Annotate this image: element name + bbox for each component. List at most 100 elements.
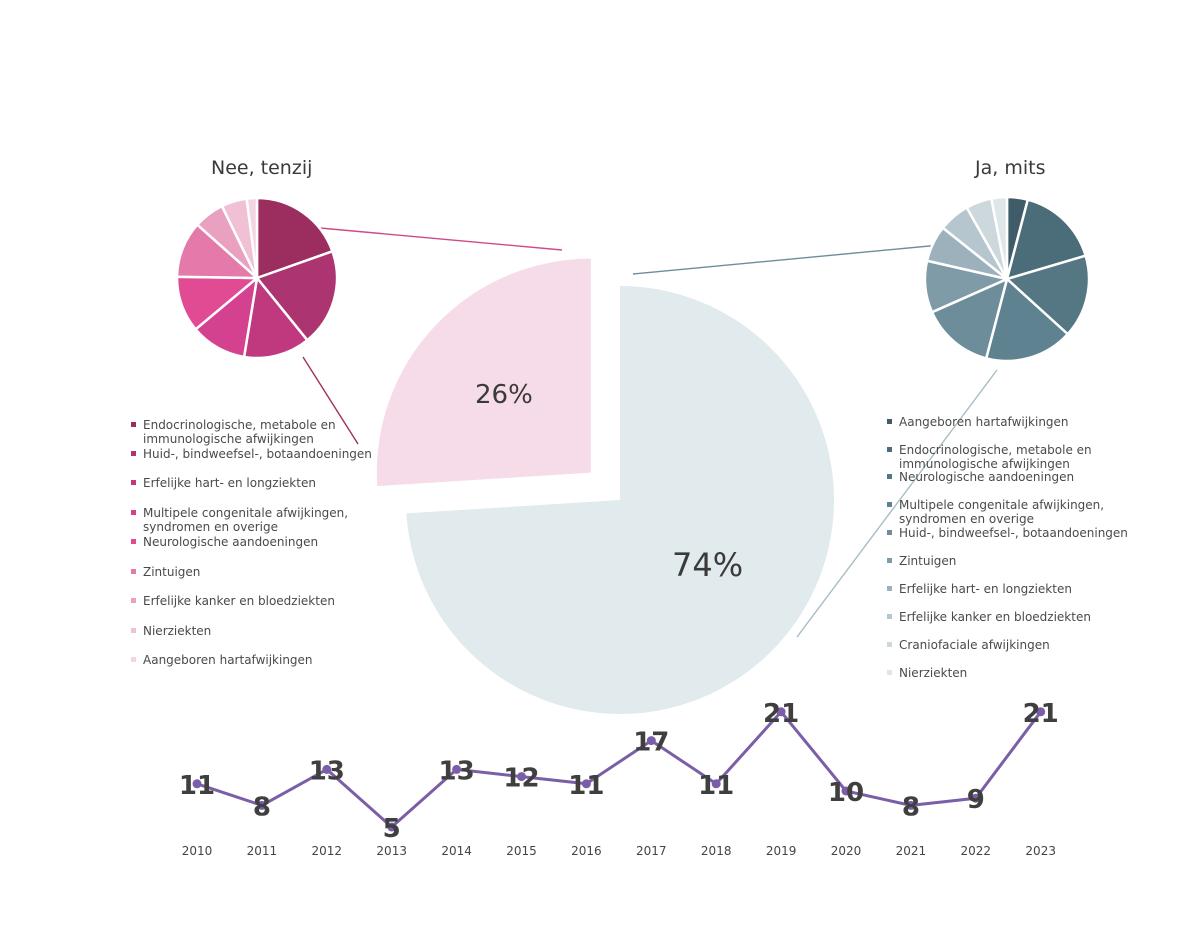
nee-tenzij-title: Nee, tenzij [211, 157, 313, 179]
line-point-2020 [841, 786, 851, 796]
ja-mits-legend-swatch [887, 419, 892, 424]
ja-mits-legend-item: Erfelijke hart- en longziekten [887, 582, 1152, 596]
nee-tenzij-pie-slice-9 [245, 196, 259, 280]
ja-mits-legend-swatch [887, 502, 892, 507]
nee-tenzij-legend-label: Zintuigen [143, 565, 201, 579]
line-point-2018 [711, 779, 721, 789]
ja-mits-legend-item: Erfelijke kanker en bloedziekten [887, 610, 1152, 624]
ja-mits-legend-swatch [887, 642, 892, 647]
line-point-2012 [322, 764, 332, 774]
x-tick-label-2011: 2011 [247, 844, 278, 858]
nee-tenzij-legend-item: Aangeboren hartafwijkingen [131, 653, 396, 667]
ja-mits-legend-label: Multipele congenitale afwijkingen, syndr… [899, 498, 1105, 526]
nee-tenzij-legend-label: Endocrinologische, metabole en immunolog… [143, 418, 336, 446]
line-point-2021 [906, 800, 916, 810]
ja-mits-legend: Aangeboren hartafwijkingen Endocrinologis… [887, 415, 1157, 685]
nee-tenzij-pie [175, 196, 339, 360]
ja-mits-legend-swatch [887, 530, 892, 535]
main-pie-slice-26 [376, 258, 591, 487]
x-tick-label-2019: 2019 [766, 844, 797, 858]
ja-mits-legend-label: Aangeboren hartafwijkingen [899, 415, 1069, 429]
line-point-2019 [776, 707, 786, 717]
connector-line-3 [632, 244, 941, 275]
nee-tenzij-legend-item: Erfelijke hart- en longziekten [131, 476, 396, 490]
line-point-2011 [257, 800, 267, 810]
ja-mits-legend-swatch [887, 558, 892, 563]
main-pie-label-74: 74% [672, 546, 744, 584]
ja-mits-legend-item: Nierziekten [887, 666, 1152, 680]
ja-mits-legend-item: Endocrinologische, metabole en immunolog… [887, 443, 1152, 471]
line-value-label-2021: 8 [902, 792, 920, 822]
nee-tenzij-legend-item: Endocrinologische, metabole en immunolog… [131, 418, 396, 446]
ja-mits-pie-slice-5 [930, 277, 1009, 360]
main-pie-slice-74 [406, 286, 834, 714]
line-value-label-2013: 5 [383, 814, 401, 844]
x-tick-label-2016: 2016 [571, 844, 602, 858]
line-point-2010 [192, 779, 202, 789]
x-tick-label-2014: 2014 [441, 844, 472, 858]
ja-mits-legend-swatch [887, 670, 892, 675]
nee-tenzij-legend-swatch [131, 657, 136, 662]
line-point-2015 [517, 772, 526, 782]
ja-mits-pie [923, 195, 1091, 363]
connector-lines [297, 225, 998, 638]
ja-mits-legend-swatch [887, 447, 892, 452]
ja-mits-legend-label: Huid-, bindweefsel-, botaandoeningen [899, 526, 1128, 540]
ja-mits-legend-swatch [887, 586, 892, 591]
line-point-2017 [646, 736, 656, 746]
ja-mits-legend-label: Zintuigen [899, 554, 957, 568]
ja-mits-pie-slice-3 [1005, 254, 1091, 336]
line-value-label-2023: 21 [1023, 699, 1059, 729]
line-value-label-2018: 11 [698, 771, 734, 801]
ja-mits-pie-slice-2 [1005, 198, 1087, 281]
ja-mits-legend-item: Craniofaciale afwijkingen [887, 638, 1152, 652]
line-value-label-2014: 13 [439, 756, 475, 786]
ja-mits-legend-label: Endocrinologische, metabole en immunolog… [899, 443, 1092, 471]
line-value-label-2015: 12 [503, 764, 539, 794]
connector-line-4 [796, 369, 998, 638]
x-tick-label-2021: 2021 [896, 844, 927, 858]
nee-tenzij-legend-item: Erfelijke kanker en bloedziekten [131, 594, 396, 608]
x-tick-label-2022: 2022 [961, 844, 992, 858]
line-value-label-2019: 21 [763, 699, 799, 729]
line-value-label-2011: 8 [253, 792, 271, 822]
nee-tenzij-legend-label: Nierziekten [143, 624, 212, 638]
line-point-2013 [387, 822, 397, 832]
ja-mits-legend-label: Erfelijke hart- en longziekten [899, 582, 1072, 596]
main-pie [376, 258, 834, 714]
nee-tenzij-legend-swatch [131, 539, 136, 544]
x-tick-label-2017: 2017 [636, 844, 667, 858]
nee-tenzij-legend-swatch [131, 480, 136, 485]
ja-mits-legend-label: Craniofaciale afwijkingen [899, 638, 1050, 652]
line-value-label-2012: 13 [309, 756, 345, 786]
x-tick-label-2015: 2015 [506, 844, 537, 858]
nee-tenzij-legend-swatch [131, 422, 136, 427]
ja-mits-legend-item: Neurologische aandoeningen [887, 470, 1152, 484]
ja-mits-pie-slice-4 [984, 277, 1069, 363]
nee-tenzij-legend-item: Nierziekten [131, 624, 396, 638]
ja-mits-legend-item: Aangeboren hartafwijkingen [887, 415, 1152, 429]
line-point-2023 [1036, 707, 1046, 717]
ja-mits-legend-label: Nierziekten [899, 666, 968, 680]
connector-line-2 [302, 356, 359, 445]
ja-mits-pie-slice-10 [990, 195, 1009, 281]
line-series [196, 710, 1042, 829]
x-tick-label-2018: 2018 [701, 844, 732, 858]
nee-tenzij-legend-item: Huid-, bindweefsel-, botaandoeningen [131, 447, 396, 461]
nee-tenzij-legend-label: Erfelijke kanker en bloedziekten [143, 594, 335, 608]
nee-tenzij-legend-label: Huid-, bindweefsel-, botaandoeningen [143, 447, 372, 461]
ja-mits-title: Ja, mits [975, 157, 1046, 179]
x-tick-label-2020: 2020 [831, 844, 862, 858]
ja-mits-legend-item: Zintuigen [887, 554, 1152, 568]
nee-tenzij-legend: Endocrinologische, metabole en immunolog… [131, 418, 401, 678]
ja-mits-legend-label: Erfelijke kanker en bloedziekten [899, 610, 1091, 624]
nee-tenzij-legend-swatch [131, 569, 136, 574]
nee-tenzij-pie-slice-2 [255, 250, 339, 342]
line-point-2014 [452, 764, 462, 774]
nee-tenzij-legend-label: Neurologische aandoeningen [143, 535, 319, 549]
line-value-label-2017: 17 [633, 728, 669, 758]
line-point-2022 [971, 793, 981, 803]
line-value-label-2020: 10 [828, 778, 864, 808]
